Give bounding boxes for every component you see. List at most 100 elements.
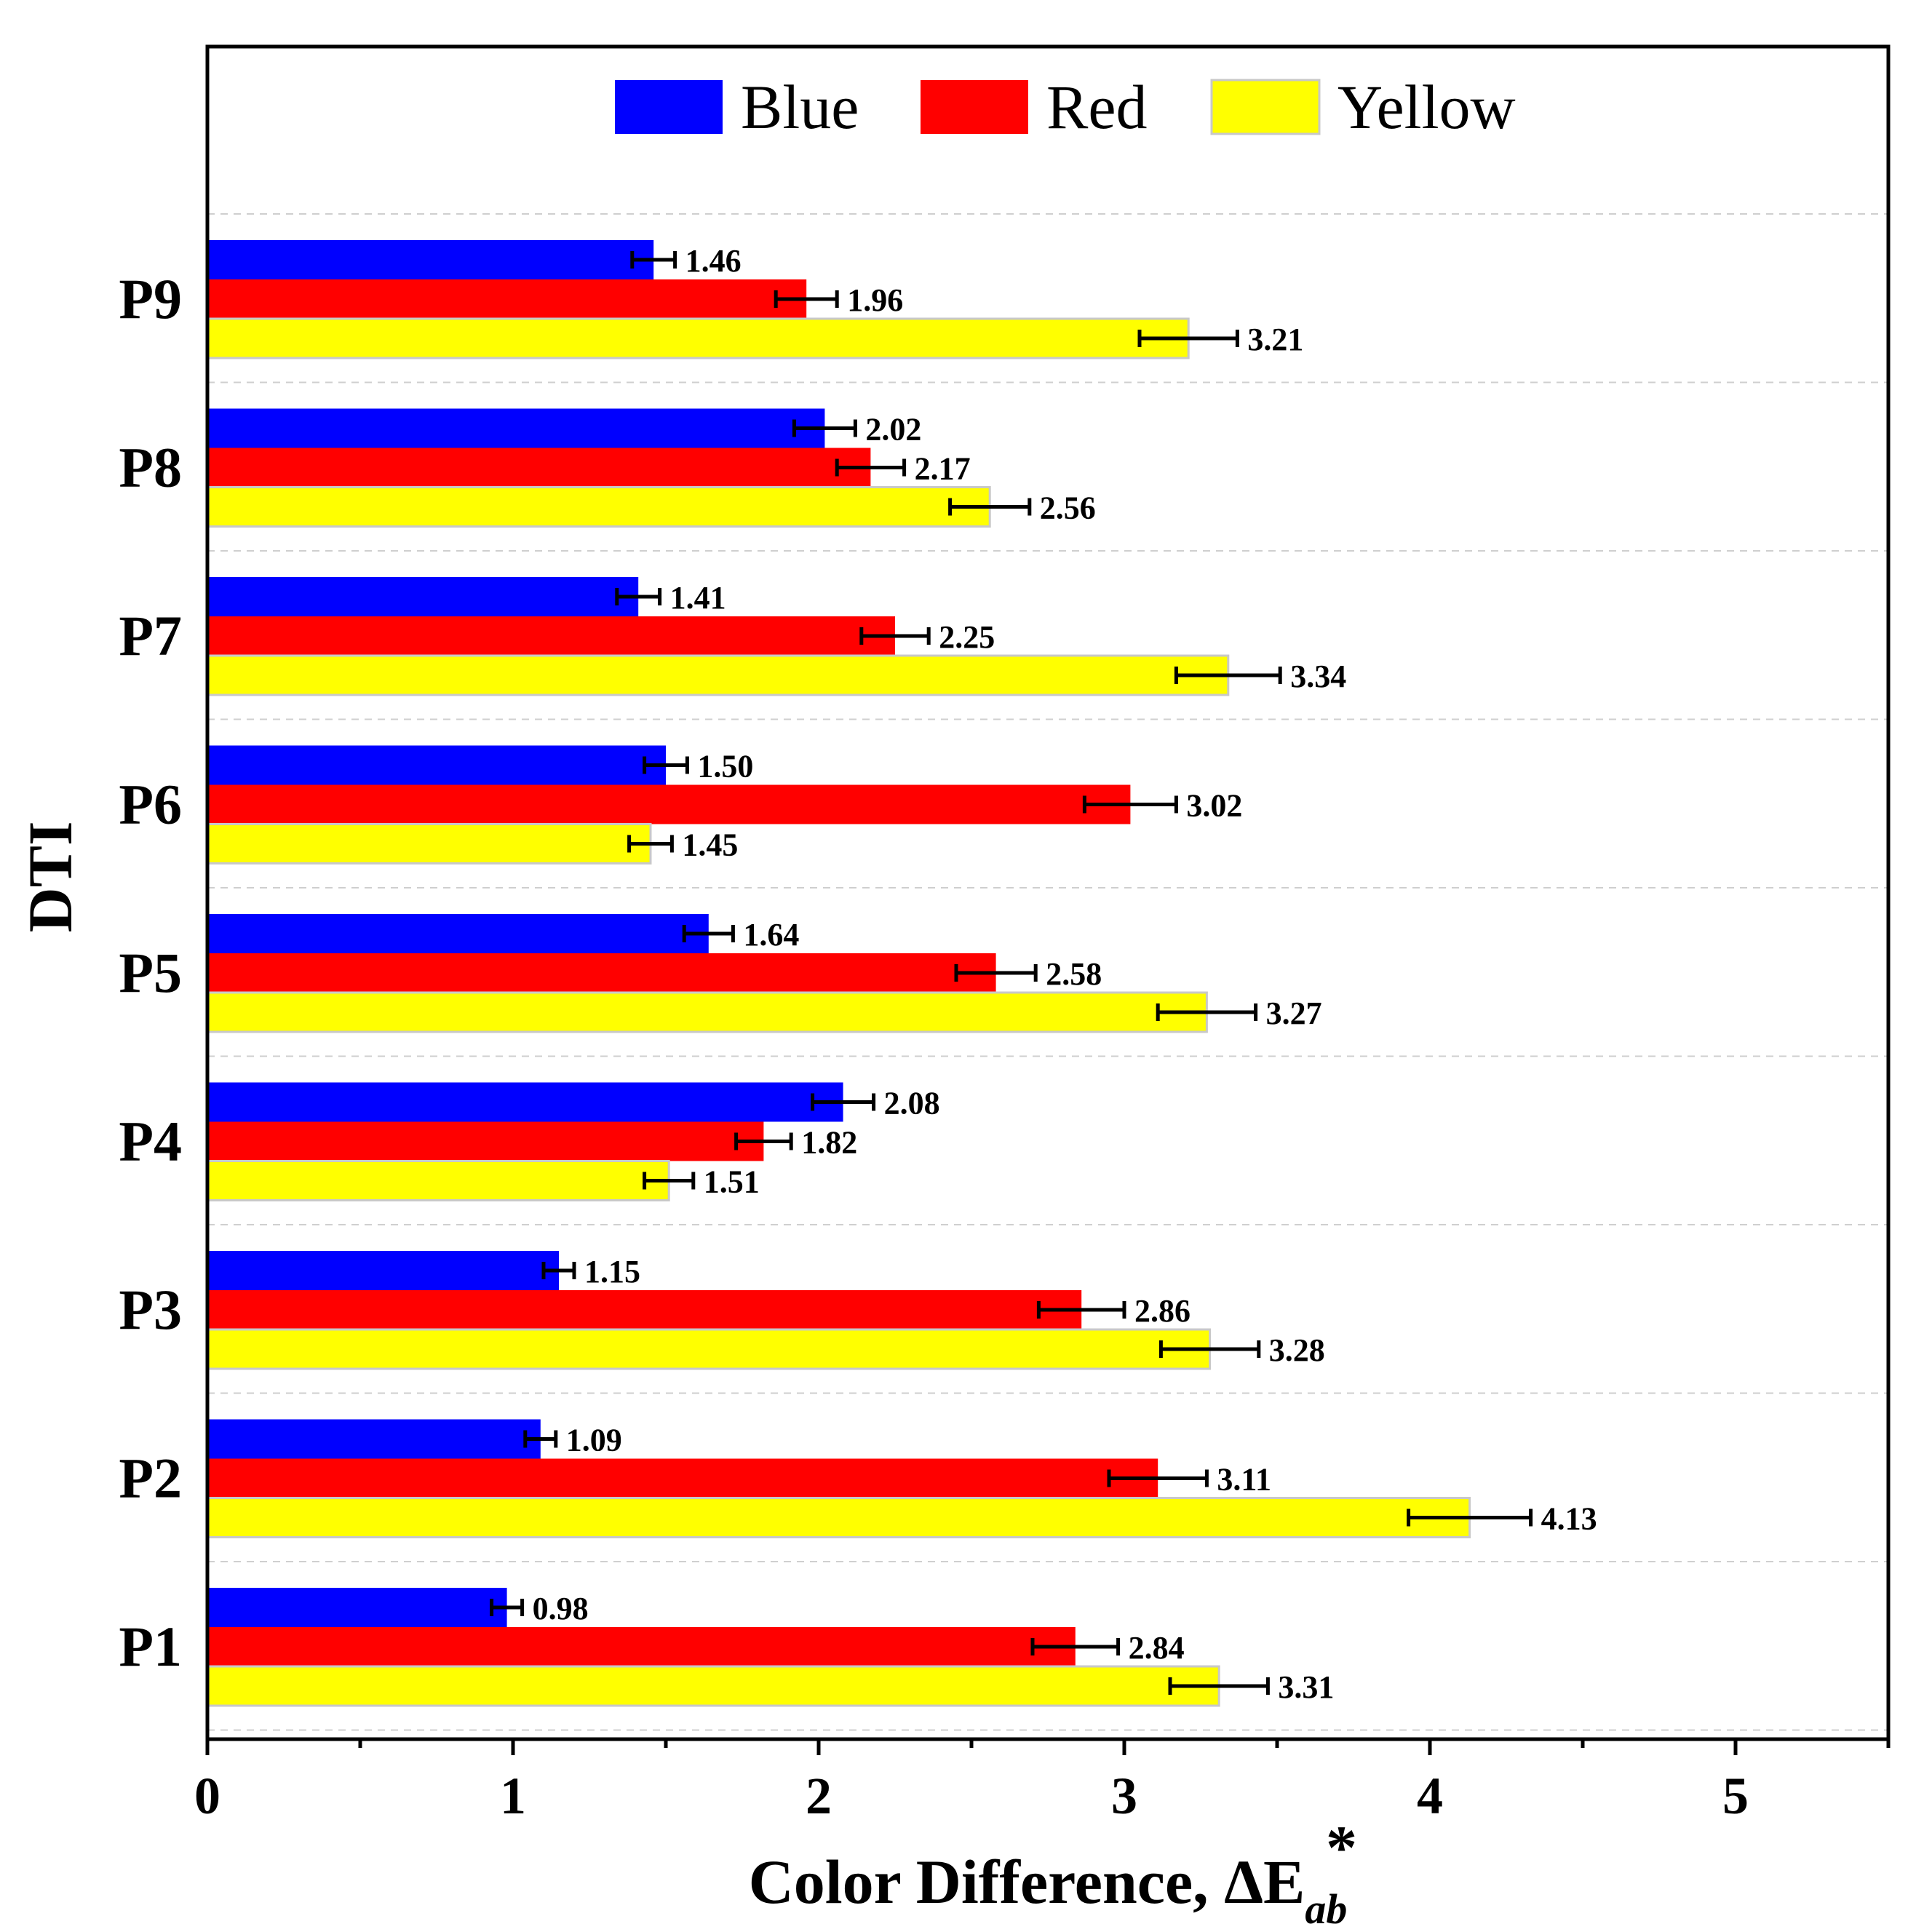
bar-yellow-p9 (206, 317, 1190, 359)
bar-yellow-p6 (206, 823, 652, 864)
error-bar-red-p9 (774, 290, 839, 308)
data-label-yellow-p5: 3.27 (1266, 995, 1322, 1031)
bar-red-p9 (207, 279, 807, 319)
data-label-yellow-p1: 3.31 (1278, 1669, 1334, 1705)
bar-yellow-p5 (206, 991, 1208, 1033)
bar-blue-p3 (207, 1251, 559, 1290)
legend-label-yellow: Yellow (1337, 72, 1516, 142)
data-label-red-p9: 1.96 (847, 282, 903, 318)
error-bar-red-p2 (1107, 1469, 1209, 1487)
bar-red-p4 (207, 1121, 764, 1161)
data-label-blue-p2: 1.09 (566, 1423, 622, 1458)
y-axis-title: DTI (15, 822, 85, 933)
data-label-red-p3: 2.86 (1134, 1293, 1190, 1329)
y-tick-label-p8: P8 (119, 436, 182, 499)
data-label-blue-p5: 1.64 (743, 917, 799, 953)
error-bar-red-p1 (1030, 1638, 1121, 1655)
bar-yellow-p1 (206, 1665, 1220, 1707)
x-tick-label-5: 5 (1722, 1767, 1749, 1825)
data-labels: 0.98 2.84 3.31 1.09 3.11 4.13 1.15 2.86 3.28 2.08… (533, 243, 1597, 1705)
x-tick-label-3: 3 (1111, 1767, 1137, 1825)
bar-yellow-p8 (206, 486, 991, 528)
bar-blue-p4 (207, 1082, 843, 1122)
error-bar-yellow-p5 (1156, 1003, 1258, 1021)
y-tick-label-p7: P7 (119, 604, 182, 667)
legend-item-blue: Blue (615, 72, 859, 142)
error-bar-yellow-p1 (1168, 1677, 1270, 1695)
grid-lines (207, 213, 1888, 1731)
error-bars (490, 251, 1533, 1695)
error-bar-red-p5 (954, 964, 1038, 982)
bar-yellow-p4 (206, 1160, 670, 1201)
x-tick-label-4: 4 (1417, 1767, 1443, 1825)
bar-red-p2 (207, 1458, 1158, 1498)
bar-blue-p6 (207, 745, 666, 785)
data-label-yellow-p3: 3.28 (1269, 1332, 1325, 1368)
error-bar-red-p7 (859, 627, 931, 645)
x-tick-label-1: 1 (500, 1767, 526, 1825)
bar-red-p8 (207, 448, 871, 488)
legend-label-red: Red (1046, 72, 1148, 142)
error-bar-blue-p6 (643, 756, 689, 774)
error-bar-blue-p9 (630, 251, 677, 269)
y-tick-label-p5: P5 (119, 941, 182, 1004)
x-tick-label-0: 0 (194, 1767, 220, 1825)
y-tick-label-p9: P9 (119, 267, 182, 330)
data-label-blue-p4: 2.08 (884, 1086, 940, 1121)
bar-red-p5 (207, 953, 996, 993)
x-axis-title: Color Difference, ΔEab (749, 1847, 1348, 1932)
data-label-blue-p3: 1.15 (584, 1254, 640, 1289)
error-bar-red-p8 (835, 458, 907, 477)
error-bar-blue-p2 (523, 1430, 558, 1448)
data-label-yellow-p8: 2.56 (1040, 490, 1096, 526)
legend-swatch-blue (615, 80, 723, 134)
legend-item-red: Red (921, 72, 1148, 142)
error-bar-yellow-p8 (948, 498, 1032, 516)
bar-red-p7 (207, 616, 895, 656)
y-tick-label-p6: P6 (119, 773, 182, 836)
legend-label-blue: Blue (741, 72, 859, 142)
y-tick-label-p1: P1 (119, 1615, 182, 1678)
error-bar-yellow-p6 (627, 835, 674, 853)
x-axis-title-main: Color Difference, ΔE (749, 1847, 1305, 1917)
data-label-red-p7: 2.25 (939, 619, 995, 655)
legend-item-yellow: Yellow (1210, 72, 1516, 142)
legend-swatch-yellow (1210, 79, 1321, 135)
x-axis: 0 1 2 3 4 5 (194, 1739, 1891, 1825)
error-bar-blue-p1 (490, 1599, 525, 1616)
data-label-yellow-p4: 1.51 (704, 1164, 760, 1200)
y-tick-label-p3: P3 (119, 1278, 182, 1341)
y-tick-label-p4: P4 (119, 1110, 182, 1173)
data-label-blue-p8: 2.02 (865, 412, 921, 448)
legend: Blue Red Yellow (615, 72, 1516, 142)
bar-yellow-p3 (206, 1328, 1212, 1370)
error-bar-yellow-p3 (1158, 1340, 1261, 1358)
error-bar-red-p4 (734, 1132, 793, 1150)
bar-blue-p9 (207, 240, 654, 279)
bar-red-p6 (207, 784, 1131, 824)
y-tick-label-p2: P2 (119, 1447, 182, 1510)
data-label-red-p2: 3.11 (1217, 1462, 1271, 1498)
error-bar-red-p6 (1082, 795, 1178, 814)
error-bar-yellow-p2 (1407, 1508, 1533, 1527)
bar-blue-p1 (207, 1588, 507, 1627)
error-bar-yellow-p4 (643, 1172, 696, 1190)
error-bar-blue-p4 (811, 1093, 876, 1111)
error-bar-blue-p5 (682, 925, 735, 942)
bar-yellow-p7 (206, 654, 1230, 696)
bar-blue-p8 (207, 408, 825, 448)
plot-frame (205, 44, 1891, 1741)
data-label-red-p1: 2.84 (1129, 1630, 1185, 1666)
error-bar-blue-p3 (541, 1262, 576, 1279)
data-label-blue-p6: 1.50 (697, 749, 753, 784)
data-label-red-p5: 2.58 (1046, 956, 1102, 992)
bar-red-p1 (207, 1627, 1076, 1666)
data-label-yellow-p9: 3.21 (1247, 322, 1303, 357)
bar-yellow-p2 (206, 1497, 1471, 1538)
data-label-yellow-p7: 3.34 (1290, 659, 1346, 694)
x-tick-label-2: 2 (806, 1767, 832, 1825)
data-label-blue-p1: 0.98 (533, 1591, 589, 1626)
error-bar-yellow-p9 (1137, 330, 1239, 347)
bar-blue-p7 (207, 577, 639, 616)
